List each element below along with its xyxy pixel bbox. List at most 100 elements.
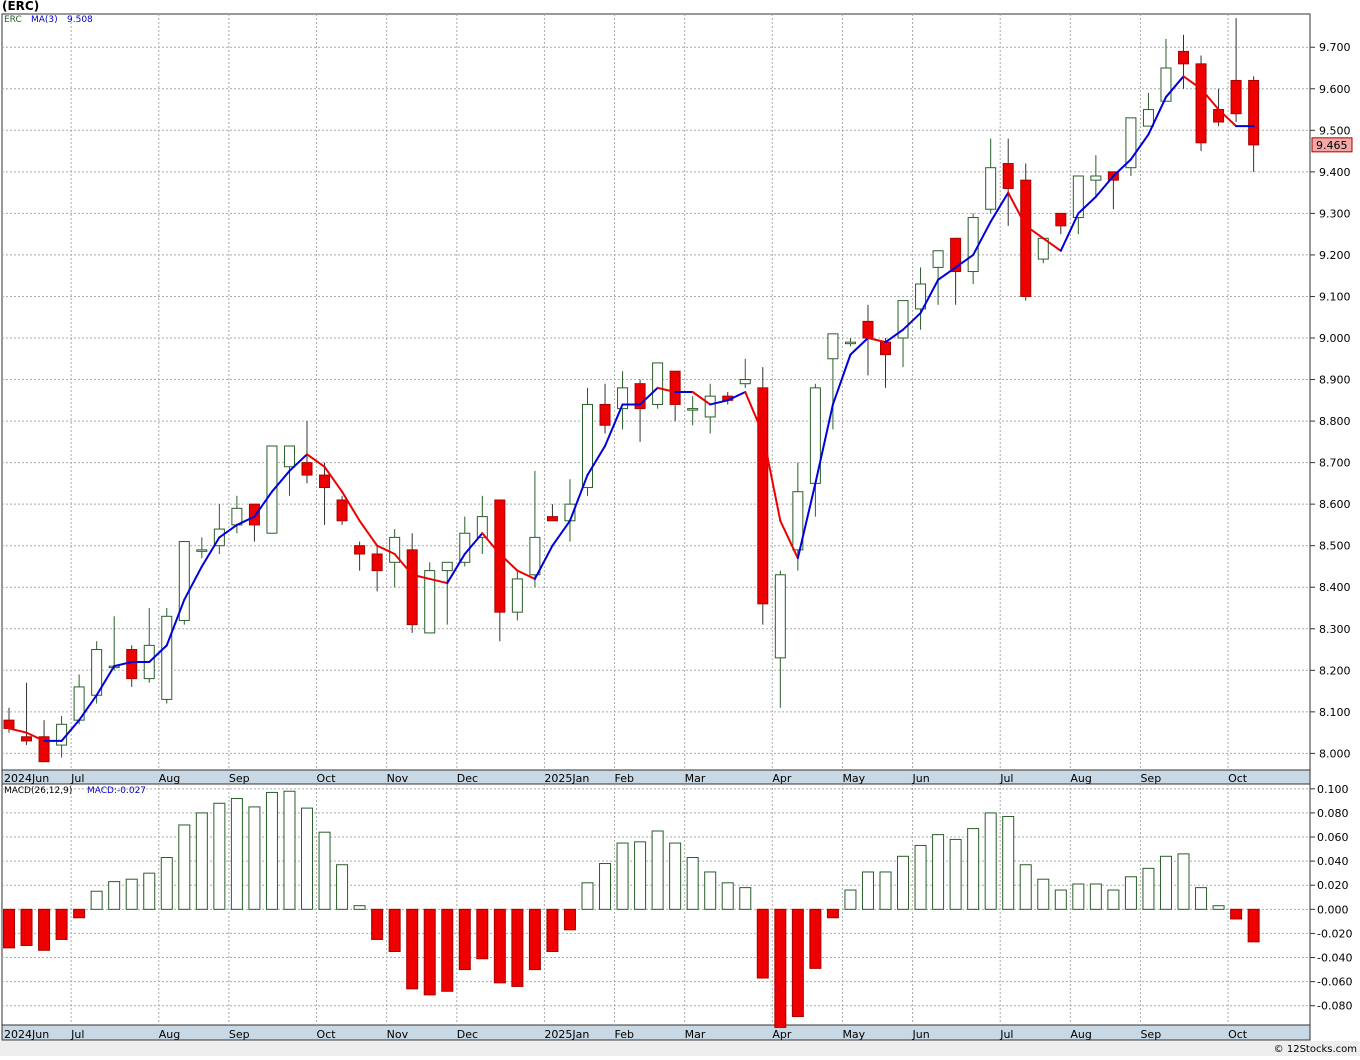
macd-bar xyxy=(686,857,699,910)
candle-body xyxy=(967,217,979,273)
candle-body xyxy=(161,615,173,700)
macd-bar xyxy=(423,908,436,996)
ma3-segment xyxy=(1112,158,1132,177)
chart-title: (ERC) xyxy=(2,0,40,13)
macd-bar xyxy=(20,908,33,946)
candle xyxy=(196,537,208,559)
candle-body xyxy=(283,445,295,468)
macd-month-label: Mar xyxy=(685,1028,706,1041)
macd-bar xyxy=(125,878,138,910)
candle xyxy=(652,362,664,409)
ma3-segment xyxy=(323,465,344,493)
macd-month-label: Oct xyxy=(317,1028,337,1041)
price-tick-label: 8.400 xyxy=(1319,581,1351,594)
macd-tick-label: -0.020 xyxy=(1317,927,1352,940)
price-date-axis xyxy=(1,769,1311,785)
macd-bar xyxy=(336,864,349,910)
macd-bar xyxy=(143,872,156,910)
candle xyxy=(1090,155,1102,197)
ma3-segment xyxy=(691,391,712,406)
ma3-segment xyxy=(463,532,484,555)
candle xyxy=(739,358,751,388)
candle-body xyxy=(3,719,15,729)
candle xyxy=(985,138,997,214)
ma3-segment xyxy=(235,515,256,526)
ma3-segment xyxy=(60,719,81,742)
price-month-label: Aug xyxy=(1070,772,1091,785)
ma3-segment xyxy=(744,391,764,435)
price-month-label: Jun xyxy=(912,772,930,785)
macd-bar xyxy=(1037,878,1050,910)
candle-body xyxy=(862,320,874,339)
price-tick-label: 9.200 xyxy=(1319,249,1351,262)
macd-month-label: Oct xyxy=(1228,1028,1248,1041)
candle-body xyxy=(1248,79,1260,146)
candle xyxy=(897,300,909,368)
candle-body xyxy=(301,462,313,476)
macd-bar xyxy=(1230,908,1243,920)
macd-bar xyxy=(1247,908,1260,943)
macd-tick-label: 0.080 xyxy=(1317,807,1349,820)
ma3-segment xyxy=(1007,191,1027,227)
ma3-segment xyxy=(113,661,133,668)
candle xyxy=(634,379,646,442)
price-tick-label: 9.600 xyxy=(1319,83,1351,96)
macd-month-label: Feb xyxy=(615,1028,634,1041)
macd-month-label: Nov xyxy=(387,1028,409,1041)
macd-bar xyxy=(1142,867,1155,910)
price-month-label: Jul xyxy=(999,772,1013,785)
macd-bar xyxy=(721,882,734,910)
candle xyxy=(1055,212,1067,235)
candle xyxy=(21,682,33,746)
legend-macd-value: MACD:-0.027 xyxy=(87,786,147,796)
candle xyxy=(1142,92,1154,127)
ma3-segment xyxy=(200,536,221,568)
ma3-segment xyxy=(814,403,834,485)
candle-body xyxy=(1125,117,1137,169)
ma3-segment xyxy=(183,565,203,601)
macd-bar xyxy=(3,908,15,949)
candle-body xyxy=(389,536,401,563)
candle-body xyxy=(1072,175,1084,219)
ma3-segment xyxy=(218,523,238,539)
candle xyxy=(336,495,348,525)
candle xyxy=(827,333,839,430)
ma3-segment xyxy=(656,386,677,393)
candle-body xyxy=(1160,67,1172,102)
last-price-label: 9.465 xyxy=(1316,139,1348,152)
candle-body xyxy=(704,395,716,418)
candle xyxy=(476,495,488,554)
macd-bar xyxy=(160,857,173,910)
macd-tick-label: -0.080 xyxy=(1317,1000,1352,1013)
macd-bar xyxy=(967,828,980,910)
ma3-segment xyxy=(831,353,852,406)
candle-body xyxy=(476,516,488,538)
ma3-segment xyxy=(1094,175,1115,198)
candle xyxy=(424,562,436,634)
macd-month-label: Apr xyxy=(772,1028,792,1041)
candle xyxy=(1002,138,1014,226)
macd-bar xyxy=(581,882,594,910)
ma3-segment xyxy=(148,644,168,663)
candle xyxy=(1230,18,1242,122)
candle xyxy=(441,561,453,625)
candle-body xyxy=(529,536,541,576)
ma3-segment xyxy=(498,553,519,572)
candle-body xyxy=(757,387,769,605)
macd-bar xyxy=(914,844,927,910)
ma3-segment xyxy=(393,553,414,576)
ma3-segment xyxy=(516,569,536,580)
candle-body xyxy=(196,549,208,552)
candle xyxy=(599,383,611,434)
ma3-segment xyxy=(1182,75,1203,90)
ma3-segment xyxy=(1217,108,1238,128)
legend-symbol: ERC xyxy=(4,15,22,25)
macd-month-label: 2025Jan xyxy=(544,1028,589,1041)
macd-bar xyxy=(1195,887,1208,910)
ma3-segment xyxy=(428,577,449,585)
candle-body xyxy=(266,445,278,534)
candle-body xyxy=(844,341,856,345)
price-month-label: May xyxy=(842,772,865,785)
candle xyxy=(1037,237,1049,264)
